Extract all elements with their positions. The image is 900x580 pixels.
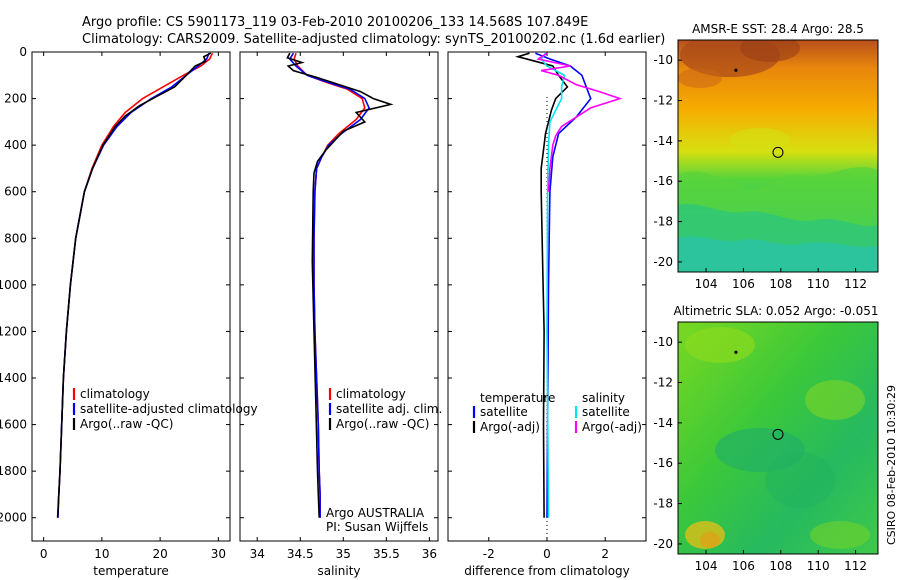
map-x-tick-label: 106 xyxy=(732,559,755,573)
figure-title-line1: Argo profile: CS 5901173_119 03-Feb-2010… xyxy=(82,15,588,30)
x-tick-label: 20 xyxy=(152,547,167,561)
legend-entry: Argo(-adj) xyxy=(582,420,642,434)
map-y-tick-label: -12 xyxy=(653,94,673,108)
panel-annotation: PI: Susan Wijffels xyxy=(326,520,428,534)
plot-frame xyxy=(31,51,231,542)
x-axis-label: difference from climatology xyxy=(464,564,630,578)
map-y-tick-label: -16 xyxy=(653,456,673,470)
map-y-tick-label: -14 xyxy=(653,134,673,148)
map-y-tick-label: -20 xyxy=(653,255,673,269)
x-tick-label: 10 xyxy=(94,547,109,561)
map-x-tick-label: 112 xyxy=(844,559,867,573)
y-tick-label: 600 xyxy=(4,185,27,199)
map-x-tick-label: 104 xyxy=(695,277,718,291)
series-line-climatology xyxy=(57,52,214,518)
y-tick-label: 2000 xyxy=(0,511,27,525)
y-tick-label: 1600 xyxy=(0,418,27,432)
map-x-tick-label: 106 xyxy=(732,277,755,291)
salinity-panel: 34 34.5 35 35.5 36 salinity climatologysatelli… xyxy=(239,51,442,578)
difference-panel: -2 0 2 difference from climatology temperatu… xyxy=(447,51,647,578)
series-line-argo-raw-qc- xyxy=(56,52,212,518)
series-line-salinity-satellite xyxy=(540,52,566,518)
x-tick-label: 36 xyxy=(422,547,437,561)
legend-entry: climatology xyxy=(80,387,150,401)
y-tick-label: 1200 xyxy=(0,324,27,338)
series-line-temperature-argo-adj- xyxy=(514,52,569,518)
y-tick-label: 800 xyxy=(4,231,27,245)
legend-title-salinity: salinity xyxy=(582,391,625,405)
series-line-satellite-adj-clim- xyxy=(288,52,371,518)
legend-title-temperature: temperature xyxy=(480,391,555,405)
map-x-tick-label: 110 xyxy=(807,277,830,291)
map-y-tick-label: -14 xyxy=(653,416,673,430)
y-tick-label: 400 xyxy=(4,138,27,152)
figure-title-line2: Climatology: CARS2009. Satellite-adjuste… xyxy=(82,32,665,47)
map-y-tick-label: -20 xyxy=(653,537,673,551)
series-line-climatology xyxy=(293,52,366,518)
legend-entry: satellite adj. clim. xyxy=(336,402,442,416)
legend-entry: climatology xyxy=(336,387,406,401)
series-line-argo-raw-qc- xyxy=(286,52,394,518)
map-y-tick-label: -12 xyxy=(653,376,673,390)
side-timestamp: CSIRO 08-Feb-2010 10:30:29 xyxy=(885,385,898,545)
map-x-tick-label: 108 xyxy=(769,559,792,573)
x-tick-label: 0 xyxy=(40,547,48,561)
map-y-tick-label: -18 xyxy=(653,497,673,511)
y-tick-label: 1400 xyxy=(0,371,27,385)
map-x-tick-label: 108 xyxy=(769,277,792,291)
legend-entry: satellite xyxy=(480,405,528,419)
argo-position-marker xyxy=(772,428,784,440)
map-x-tick-label: 112 xyxy=(844,277,867,291)
plot-frame xyxy=(239,51,439,542)
sla-map-title: Altimetric SLA: 0.052 Argo: -0.051 xyxy=(673,304,878,318)
map-dot-marker xyxy=(734,350,738,354)
legend-entry: Argo(..raw -QC) xyxy=(336,417,429,431)
legend-entry: Argo(..raw -QC) xyxy=(80,417,173,431)
x-tick-label: 2 xyxy=(601,547,609,561)
x-tick-label: 0 xyxy=(543,547,551,561)
temperature-panel: 0 10 20 30 0 200 400 600 800 1000 1200 1400 1600 1800… xyxy=(0,45,258,578)
x-tick-label: 30 xyxy=(211,547,226,561)
y-tick-label: 0 xyxy=(19,45,27,59)
map-y-tick-label: -18 xyxy=(653,215,673,229)
x-tick-label: 35 xyxy=(336,547,351,561)
map-y-tick-label: -10 xyxy=(653,53,673,67)
map-y-tick-label: -10 xyxy=(653,335,673,349)
x-tick-label: 34 xyxy=(250,547,265,561)
x-axis-label: temperature xyxy=(93,564,168,578)
x-tick-label: 35.5 xyxy=(373,547,400,561)
argo-position-marker xyxy=(772,146,784,158)
panel-annotation: Argo AUSTRALIA xyxy=(326,506,425,520)
series-line-salinity-argo-adj- xyxy=(536,52,623,192)
map-x-tick-label: 110 xyxy=(807,559,830,573)
y-tick-label: 200 xyxy=(4,92,27,106)
series-line-satellite-adjusted-climatology xyxy=(57,52,210,518)
sla-heatmap-image xyxy=(678,322,878,554)
x-tick-label: -2 xyxy=(483,547,495,561)
sst-map-title: AMSR-E SST: 28.4 Argo: 28.5 xyxy=(692,22,864,36)
x-axis-label: salinity xyxy=(317,564,360,578)
legend-entry: satellite-adjusted climatology xyxy=(80,402,258,416)
sst-map-panel: AMSR-E SST: 28.4 Argo: 28.5 104 106 108 110… xyxy=(653,22,879,291)
y-tick-label: 1800 xyxy=(0,464,27,478)
sst-heatmap-image xyxy=(678,40,878,272)
map-dot-marker xyxy=(734,68,738,72)
legend-entry: Argo(-adj) xyxy=(480,420,540,434)
y-tick-label: 1000 xyxy=(0,278,27,292)
legend-entry: satellite xyxy=(582,405,630,419)
sla-map-panel: Altimetric SLA: 0.052 Argo: -0.051 104 10… xyxy=(653,304,878,573)
map-y-tick-label: -16 xyxy=(653,174,673,188)
map-x-tick-label: 104 xyxy=(695,559,718,573)
x-tick-label: 34.5 xyxy=(287,547,314,561)
